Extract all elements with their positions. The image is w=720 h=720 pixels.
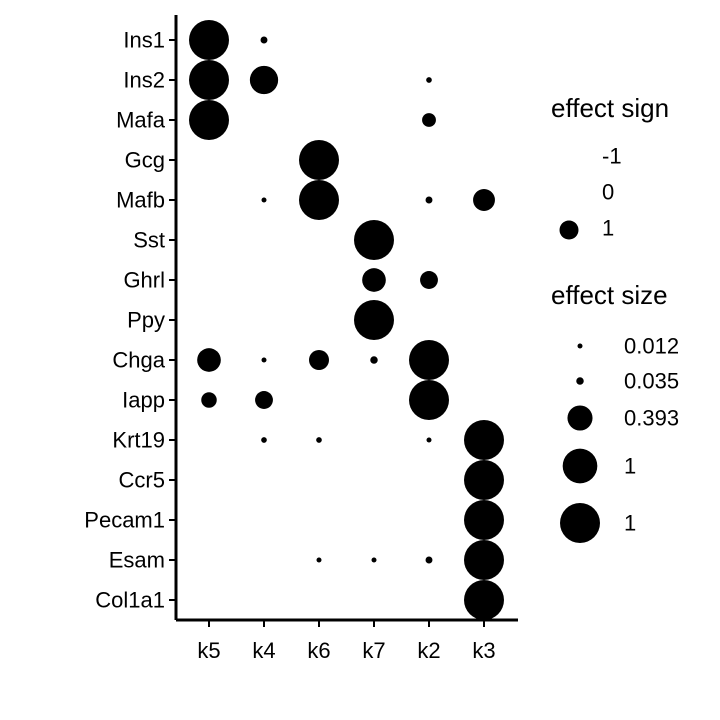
y-tick-label: Krt19	[112, 428, 165, 453]
point-sst-k7	[354, 220, 394, 260]
point-esam-k3	[464, 540, 504, 580]
x-tick-label: k5	[197, 638, 220, 663]
x-tick-label: k7	[362, 638, 385, 663]
legend-size-label: 0.012	[624, 334, 679, 359]
x-tick-label: k6	[307, 638, 330, 663]
point-pecam1-k3	[464, 500, 504, 540]
x-tick-label: k3	[472, 638, 495, 663]
point-iapp-k4	[255, 391, 273, 409]
point-chga-k7	[370, 356, 378, 364]
point-esam-k2	[425, 556, 433, 564]
point-chga-k6	[309, 350, 329, 370]
y-tick-label: Ins1	[123, 28, 165, 53]
point-iapp-k5	[201, 392, 217, 408]
y-tick-label: Ghrl	[123, 268, 165, 293]
point-gcg-k6	[299, 140, 339, 180]
point-chga-k4	[261, 357, 267, 363]
y-tick-label: Mafa	[116, 108, 166, 133]
y-tick-label: Sst	[133, 228, 165, 253]
legend-size-title: effect size	[551, 280, 668, 310]
legend-size-key	[567, 405, 593, 431]
point-chga-k2	[409, 340, 449, 380]
point-ins1-k5	[189, 20, 229, 60]
point-ins2-k4	[249, 65, 279, 95]
y-tick-label: Gcg	[125, 148, 165, 173]
point-esam-k6	[316, 557, 322, 563]
point-ccr5-k3	[464, 460, 504, 500]
point-esam-k7	[371, 557, 377, 563]
x-tick-label: k2	[417, 638, 440, 663]
legend-size-label: 1	[624, 511, 636, 536]
x-tick-label: k4	[252, 638, 275, 663]
legend-size-key	[577, 343, 583, 349]
point-iapp-k2	[409, 380, 449, 420]
point-chga-k5	[197, 348, 221, 372]
point-col1a1-k3	[464, 580, 504, 620]
legend-size-label: 0.035	[624, 369, 679, 394]
legend-sign-label: 1	[602, 216, 614, 241]
point-ghrl-k2	[420, 271, 438, 289]
y-tick-label: Chga	[112, 348, 165, 373]
point-krt19-k6	[316, 437, 322, 443]
legend-size-key	[560, 503, 600, 543]
y-tick-label: Ppy	[127, 308, 165, 333]
point-ins2-k2	[426, 77, 432, 83]
point-ins1-k4	[260, 36, 268, 44]
point-mafb-k4	[261, 197, 267, 203]
data-points	[189, 20, 504, 620]
legend-effect-sign: effect sign -1 0 1	[551, 93, 669, 241]
point-mafb-k6	[299, 180, 339, 220]
point-krt19-k2	[426, 437, 432, 443]
y-tick-label: Ins2	[123, 68, 165, 93]
point-mafb-k2	[425, 196, 433, 204]
y-tick-label: Esam	[109, 548, 165, 573]
legend-size-key	[562, 448, 598, 484]
point-ghrl-k7	[362, 268, 386, 292]
legend-sign-label: -1	[602, 144, 622, 169]
x-axis-ticks: k5 k4 k6 k7 k2 k3	[197, 620, 496, 663]
y-tick-label: Col1a1	[95, 588, 165, 613]
y-tick-label: Mafb	[116, 188, 165, 213]
point-ins2-k5	[189, 60, 229, 100]
y-axis-ticks: Ins1 Ins2 Mafa Gcg Mafb Sst Ghrl Ppy Chga Iapp Krt…	[84, 28, 176, 613]
point-mafa-k2	[422, 113, 436, 127]
legend-sign-key	[559, 220, 579, 240]
y-tick-label: Ccr5	[119, 468, 165, 493]
point-krt19-k4	[261, 437, 267, 443]
legend-sign-label: 0	[602, 180, 614, 205]
y-tick-label: Iapp	[122, 388, 165, 413]
legend-sign-title: effect sign	[551, 93, 669, 123]
point-krt19-k3	[464, 420, 504, 460]
legend-size-label: 1	[624, 454, 636, 479]
legend-size-key	[576, 377, 584, 385]
point-mafb-k3	[473, 189, 495, 211]
point-ppy-k7	[354, 300, 394, 340]
legend-size-label: 0.393	[624, 406, 679, 431]
legend-effect-size: effect size 0.012 0.035 0.393 1 1	[551, 280, 679, 543]
y-tick-label: Pecam1	[84, 508, 165, 533]
point-mafa-k5	[189, 100, 229, 140]
